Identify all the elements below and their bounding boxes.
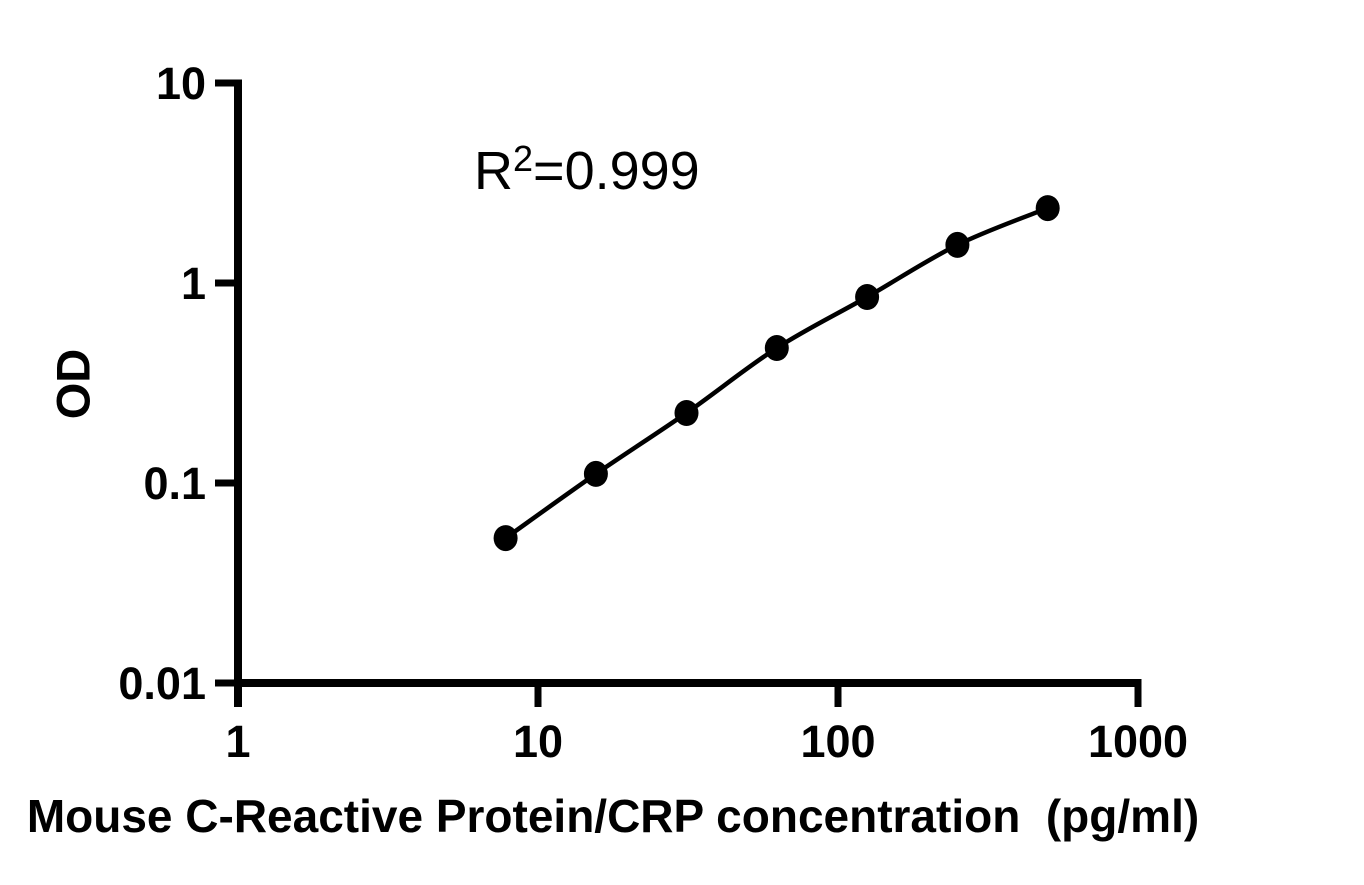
data-point-marker-1 [493,525,518,552]
r-squared-value: =0.999 [533,141,700,201]
y-axis-title: OD [46,348,100,420]
data-point-marker-6 [945,231,970,258]
y-tick-label-1: 1 [181,258,206,309]
x-tick-label-100: 100 [800,716,875,767]
data-point-marker-2 [583,460,608,487]
curve-line [503,205,1050,541]
y-tick-label-0.1: 0.1 [143,458,206,509]
x-axis-title: Mouse C-Reactive Protein/CRP concentrati… [26,790,1200,842]
r-squared-base: R [474,141,513,201]
y-tick-label-10: 10 [156,58,206,109]
data-point-marker-3 [674,400,699,426]
x-tick-label-1000: 1000 [1088,716,1188,767]
data-point-marker-4 [764,335,789,361]
data-point-marker-5 [855,284,880,310]
x-tick-label-1: 1 [225,716,250,767]
y-tick-label-0.01: 0.01 [118,658,206,709]
r-squared-exponent: 2 [513,138,534,179]
data-point-marker-7 [1035,195,1060,222]
r-squared-annotation: R2=0.999 [474,141,700,201]
x-tick-label-10: 10 [513,716,563,767]
